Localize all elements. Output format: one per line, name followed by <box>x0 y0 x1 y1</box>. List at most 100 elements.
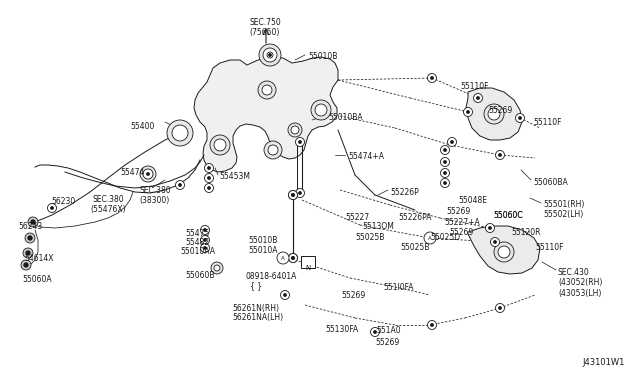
Text: SEC.750
(75650): SEC.750 (75650) <box>249 18 281 38</box>
Circle shape <box>424 232 436 244</box>
Text: 55048E: 55048E <box>458 196 487 205</box>
Text: 55269: 55269 <box>375 338 399 347</box>
Circle shape <box>214 265 220 271</box>
Circle shape <box>444 149 446 151</box>
Circle shape <box>489 227 492 229</box>
Circle shape <box>143 169 153 179</box>
Circle shape <box>25 233 35 243</box>
Text: 55400: 55400 <box>130 122 154 131</box>
Circle shape <box>519 117 521 119</box>
Circle shape <box>259 44 281 66</box>
Circle shape <box>515 113 525 122</box>
Text: 55010BA: 55010BA <box>328 113 363 122</box>
Text: 55010A: 55010A <box>248 246 278 255</box>
Circle shape <box>292 194 294 196</box>
Circle shape <box>277 252 289 264</box>
Circle shape <box>296 189 305 198</box>
Circle shape <box>440 179 449 187</box>
Text: 08918-6401A: 08918-6401A <box>245 272 296 281</box>
Circle shape <box>268 145 278 155</box>
Circle shape <box>143 170 152 179</box>
Text: 55060C: 55060C <box>493 211 523 220</box>
Circle shape <box>467 111 469 113</box>
Circle shape <box>440 145 449 154</box>
Circle shape <box>264 49 276 61</box>
Circle shape <box>204 247 206 249</box>
Circle shape <box>147 173 149 175</box>
Text: 54614X: 54614X <box>24 254 54 263</box>
Circle shape <box>200 244 209 253</box>
Circle shape <box>263 48 277 62</box>
Circle shape <box>214 139 226 151</box>
Text: 55269: 55269 <box>341 291 365 300</box>
Text: SEC.380
(55476X): SEC.380 (55476X) <box>90 195 126 214</box>
Text: 55025B: 55025B <box>355 233 385 242</box>
Circle shape <box>258 81 276 99</box>
Text: 55060C: 55060C <box>493 211 523 220</box>
Text: 55010AA: 55010AA <box>180 247 215 256</box>
Circle shape <box>428 74 436 83</box>
Circle shape <box>447 138 456 147</box>
Circle shape <box>284 294 286 296</box>
Circle shape <box>299 192 301 194</box>
Circle shape <box>289 190 298 199</box>
Text: 55060B: 55060B <box>185 271 214 280</box>
Circle shape <box>288 123 302 137</box>
Text: 55475: 55475 <box>185 229 209 238</box>
Circle shape <box>200 225 209 234</box>
Circle shape <box>484 104 504 124</box>
Circle shape <box>140 166 156 182</box>
Circle shape <box>47 203 56 212</box>
Circle shape <box>208 187 210 189</box>
Circle shape <box>51 207 53 209</box>
Circle shape <box>23 248 33 258</box>
Circle shape <box>205 164 214 173</box>
Circle shape <box>299 141 301 143</box>
Circle shape <box>28 236 32 240</box>
Circle shape <box>499 154 501 156</box>
Circle shape <box>205 173 214 183</box>
Circle shape <box>486 224 495 232</box>
Text: 56261NA(LH): 56261NA(LH) <box>232 313 283 322</box>
Circle shape <box>172 125 188 141</box>
Circle shape <box>444 172 446 174</box>
Text: 55130FA: 55130FA <box>325 325 358 334</box>
Circle shape <box>21 260 31 270</box>
Text: 55120R: 55120R <box>511 228 541 237</box>
Circle shape <box>167 120 193 146</box>
Circle shape <box>311 100 331 120</box>
Text: 55226PA: 55226PA <box>398 213 431 222</box>
Circle shape <box>211 262 223 274</box>
Text: 55060A: 55060A <box>22 275 52 284</box>
Circle shape <box>371 327 380 337</box>
Circle shape <box>488 108 500 120</box>
Circle shape <box>28 217 38 227</box>
Circle shape <box>292 194 294 196</box>
Text: 55501(RH)
55502(LH): 55501(RH) 55502(LH) <box>543 200 584 219</box>
Circle shape <box>296 138 305 147</box>
Text: 55060BA: 55060BA <box>533 178 568 187</box>
Text: 56243: 56243 <box>18 222 42 231</box>
Circle shape <box>374 331 376 333</box>
Circle shape <box>474 93 483 103</box>
Text: 55025D: 55025D <box>430 233 460 242</box>
Circle shape <box>289 190 298 199</box>
Text: 56261N(RH): 56261N(RH) <box>232 304 279 313</box>
Circle shape <box>267 52 273 58</box>
Circle shape <box>269 54 271 56</box>
Text: 55474: 55474 <box>120 168 145 177</box>
Circle shape <box>463 108 472 116</box>
Circle shape <box>292 257 294 259</box>
Text: 55482: 55482 <box>185 238 209 247</box>
Text: 55227: 55227 <box>345 213 369 222</box>
Text: 55453M: 55453M <box>219 172 250 181</box>
Text: 551I0FA: 551I0FA <box>383 283 413 292</box>
Text: A: A <box>428 235 432 241</box>
Circle shape <box>444 182 446 184</box>
Circle shape <box>26 251 30 255</box>
Text: 56230: 56230 <box>51 197 76 206</box>
Text: 55010B: 55010B <box>308 52 337 61</box>
Circle shape <box>262 85 272 95</box>
Text: { }: { } <box>250 281 262 290</box>
Circle shape <box>499 307 501 309</box>
